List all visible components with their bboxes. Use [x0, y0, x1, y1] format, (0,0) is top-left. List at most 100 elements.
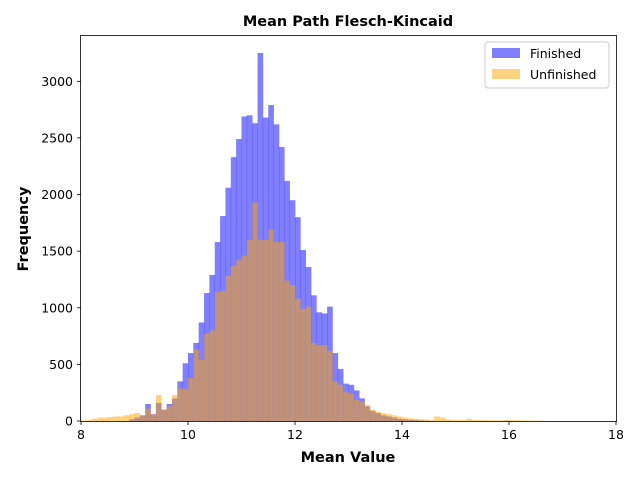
- x-tick-label: 12: [287, 427, 303, 442]
- bar-unfinished: [97, 417, 103, 421]
- bar-unfinished: [402, 417, 408, 421]
- y-axis-ticks: 0 500 1000 1500 2000 2500 3000: [41, 74, 81, 429]
- bar-unfinished: [284, 280, 290, 421]
- bar-unfinished: [257, 239, 264, 421]
- bar-unfinished: [171, 394, 178, 421]
- bar-unfinished: [385, 414, 392, 421]
- bar-unfinished: [145, 408, 151, 421]
- bar-unfinished: [380, 413, 387, 421]
- bar-unfinished: [139, 415, 146, 421]
- bar-unfinished: [359, 401, 365, 421]
- bar-unfinished: [498, 420, 504, 421]
- series-unfinished: [81, 202, 542, 421]
- bar-unfinished: [193, 349, 199, 421]
- y-tick-label: 1500: [41, 244, 73, 259]
- bar-unfinished: [460, 420, 467, 421]
- bar-unfinished: [466, 418, 472, 421]
- bar-unfinished: [487, 420, 494, 421]
- legend-label-finished: Finished: [530, 46, 581, 61]
- bar-unfinished: [225, 276, 232, 421]
- bar-unfinished: [444, 419, 451, 421]
- bar-unfinished: [134, 413, 141, 421]
- bar-unfinished: [514, 420, 520, 421]
- bar-unfinished: [209, 330, 216, 421]
- x-axis-label: Mean Value: [301, 450, 396, 466]
- bar-unfinished: [161, 409, 167, 421]
- bar-unfinished: [150, 414, 157, 421]
- bar-unfinished: [289, 285, 296, 421]
- y-tick-label: 1000: [41, 300, 73, 315]
- bar-unfinished: [177, 388, 183, 421]
- y-tick-label: 2500: [41, 130, 73, 145]
- legend-swatch-finished: [492, 48, 520, 58]
- bar-unfinished: [369, 409, 376, 421]
- x-tick-label: 18: [608, 427, 624, 442]
- bar-unfinished: [471, 419, 478, 421]
- bar-unfinished: [155, 394, 162, 421]
- bar-unfinished: [364, 405, 371, 421]
- x-tick-label: 14: [394, 427, 410, 442]
- bar-unfinished: [476, 420, 483, 421]
- plot-frame: [80, 35, 617, 422]
- bar-unfinished: [327, 350, 333, 421]
- bar-unfinished: [455, 420, 462, 421]
- bar-unfinished: [246, 239, 253, 421]
- bar-unfinished: [107, 417, 114, 421]
- bar-unfinished: [113, 416, 119, 421]
- bar-unfinished: [434, 416, 440, 421]
- bar-unfinished: [295, 298, 301, 421]
- bar-unfinished: [166, 406, 173, 421]
- bar-unfinished: [129, 414, 135, 421]
- bar-unfinished: [91, 418, 98, 421]
- bar-unfinished: [348, 393, 355, 421]
- x-axis-ticks: 8 10 12 14 16 18: [77, 421, 624, 442]
- bars-layer: [81, 52, 542, 422]
- x-tick-label: 10: [180, 427, 196, 442]
- bar-unfinished: [407, 418, 413, 421]
- bar-unfinished: [300, 308, 306, 421]
- bar-unfinished: [343, 391, 349, 421]
- bar-unfinished: [321, 345, 328, 421]
- bar-unfinished: [182, 389, 189, 421]
- bar-unfinished: [375, 411, 381, 421]
- bar-unfinished: [214, 291, 221, 421]
- bar-unfinished: [492, 420, 499, 421]
- bar-unfinished: [412, 418, 419, 421]
- bar-unfinished: [81, 420, 87, 421]
- legend-label-unfinished: Unfinished: [530, 67, 596, 82]
- bar-unfinished: [423, 419, 430, 421]
- bar-unfinished: [230, 265, 237, 421]
- bar-unfinished: [450, 419, 456, 421]
- bar-unfinished: [236, 260, 242, 421]
- x-tick-label: 16: [501, 427, 517, 442]
- bar-unfinished: [519, 420, 526, 421]
- bar-unfinished: [482, 420, 488, 421]
- bar-unfinished: [428, 419, 435, 421]
- y-tick-label: 500: [49, 357, 73, 372]
- bar-finished: [257, 52, 264, 422]
- y-tick-label: 2000: [41, 187, 73, 202]
- bar-unfinished: [391, 415, 397, 421]
- bar-unfinished: [198, 359, 205, 421]
- bar-unfinished: [396, 416, 403, 421]
- bar-unfinished: [311, 342, 317, 421]
- bar-unfinished: [252, 202, 258, 421]
- chart-title: Mean Path Flesch-Kincaid: [243, 14, 453, 30]
- bar-unfinished: [332, 381, 339, 421]
- legend: Finished Unfinished: [484, 41, 610, 89]
- y-tick-label: 3000: [41, 74, 73, 89]
- bar-unfinished: [268, 229, 274, 421]
- y-tick-label: 0: [65, 414, 73, 429]
- y-axis-label: Frequency: [16, 186, 32, 271]
- bar-unfinished: [305, 306, 312, 421]
- bar-unfinished: [353, 399, 360, 421]
- bar-unfinished: [188, 377, 194, 421]
- bar-unfinished: [118, 416, 125, 421]
- bar-unfinished: [439, 417, 446, 421]
- bar-unfinished: [509, 420, 515, 421]
- x-tick-label: 8: [77, 427, 85, 442]
- bar-unfinished: [123, 415, 130, 421]
- bar-unfinished: [273, 242, 280, 421]
- bar-unfinished: [102, 417, 109, 421]
